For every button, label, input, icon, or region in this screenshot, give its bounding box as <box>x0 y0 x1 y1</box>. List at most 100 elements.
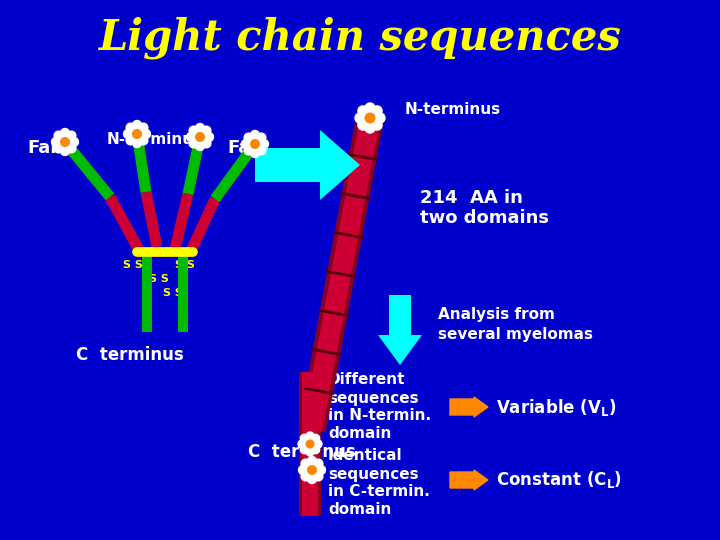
Text: Identical: Identical <box>328 449 402 463</box>
Circle shape <box>244 146 253 155</box>
Circle shape <box>70 138 78 146</box>
Circle shape <box>251 131 259 139</box>
Text: Variable ($\mathbf{V_L}$): Variable ($\mathbf{V_L}$) <box>496 396 616 417</box>
Circle shape <box>67 144 76 153</box>
Circle shape <box>186 132 196 141</box>
Circle shape <box>365 123 375 133</box>
Circle shape <box>314 472 323 481</box>
Circle shape <box>300 446 308 454</box>
Circle shape <box>257 146 266 155</box>
Circle shape <box>126 123 135 132</box>
Text: sequences: sequences <box>328 390 418 406</box>
Circle shape <box>142 130 150 138</box>
Circle shape <box>314 459 323 468</box>
Circle shape <box>301 472 310 481</box>
Polygon shape <box>185 197 220 255</box>
FancyArrow shape <box>450 470 488 490</box>
Circle shape <box>365 113 375 123</box>
Text: S S: S S <box>163 288 183 298</box>
Text: domain: domain <box>328 427 392 442</box>
Text: two domains: two domains <box>420 209 549 227</box>
Circle shape <box>298 440 306 448</box>
Polygon shape <box>210 141 259 202</box>
Circle shape <box>372 120 382 130</box>
Text: Fab: Fab <box>27 139 63 157</box>
Polygon shape <box>140 191 163 248</box>
Circle shape <box>132 130 141 138</box>
Circle shape <box>372 106 382 116</box>
Circle shape <box>251 148 259 158</box>
Text: S S: S S <box>175 260 195 270</box>
Circle shape <box>365 103 375 113</box>
Circle shape <box>306 432 314 440</box>
Polygon shape <box>389 295 411 335</box>
Text: domain: domain <box>328 503 392 517</box>
Text: S S: S S <box>123 260 143 270</box>
Circle shape <box>375 113 385 123</box>
Circle shape <box>60 146 70 156</box>
Circle shape <box>139 136 148 145</box>
Polygon shape <box>299 372 321 440</box>
Circle shape <box>196 133 204 141</box>
Polygon shape <box>299 448 321 516</box>
Circle shape <box>355 113 365 123</box>
Text: in C-termin.: in C-termin. <box>328 484 430 500</box>
Circle shape <box>307 456 317 465</box>
Text: Fab: Fab <box>227 139 263 157</box>
Circle shape <box>60 138 69 146</box>
Circle shape <box>307 465 316 474</box>
Circle shape <box>52 138 60 146</box>
Circle shape <box>67 131 76 140</box>
Polygon shape <box>302 448 318 516</box>
FancyArrow shape <box>450 397 488 417</box>
Circle shape <box>241 139 251 148</box>
Circle shape <box>312 434 320 442</box>
Text: S S: S S <box>149 274 169 284</box>
Text: several myelomas: several myelomas <box>438 327 593 342</box>
Circle shape <box>306 448 314 456</box>
Circle shape <box>54 131 63 140</box>
Polygon shape <box>60 139 114 200</box>
Text: C  terminus: C terminus <box>248 443 356 461</box>
Circle shape <box>202 139 211 148</box>
Circle shape <box>189 126 198 135</box>
Circle shape <box>301 459 310 468</box>
Polygon shape <box>255 130 360 200</box>
Text: C  terminus: C terminus <box>76 346 184 364</box>
Circle shape <box>358 120 368 130</box>
Text: Different: Different <box>328 373 405 388</box>
Text: in N-termin.: in N-termin. <box>328 408 431 423</box>
Circle shape <box>299 465 307 475</box>
Circle shape <box>126 136 135 145</box>
Polygon shape <box>132 133 151 193</box>
Polygon shape <box>142 252 152 332</box>
Circle shape <box>244 133 253 142</box>
Circle shape <box>132 120 142 130</box>
Text: Light chain sequences: Light chain sequences <box>99 17 621 59</box>
Circle shape <box>307 475 317 483</box>
Circle shape <box>300 434 308 442</box>
Polygon shape <box>378 335 422 365</box>
Circle shape <box>196 124 204 132</box>
Circle shape <box>189 139 198 148</box>
Circle shape <box>60 129 70 138</box>
Text: Analysis from: Analysis from <box>438 307 555 322</box>
Polygon shape <box>298 116 384 433</box>
Circle shape <box>139 123 148 132</box>
Circle shape <box>358 106 368 116</box>
Polygon shape <box>178 252 188 332</box>
Circle shape <box>124 130 132 138</box>
Text: 214  AA in: 214 AA in <box>420 189 523 207</box>
Text: sequences: sequences <box>328 467 418 482</box>
Text: N-terminus: N-terminus <box>405 103 501 118</box>
Polygon shape <box>170 193 194 250</box>
Circle shape <box>202 126 211 135</box>
Circle shape <box>204 132 214 141</box>
Circle shape <box>132 138 142 147</box>
Circle shape <box>259 139 269 148</box>
Circle shape <box>314 440 322 448</box>
Text: N-terminus: N-terminus <box>107 132 203 147</box>
Circle shape <box>196 141 204 151</box>
Polygon shape <box>302 372 318 440</box>
Text: Constant ($\mathbf{C_L}$): Constant ($\mathbf{C_L}$) <box>496 469 622 490</box>
